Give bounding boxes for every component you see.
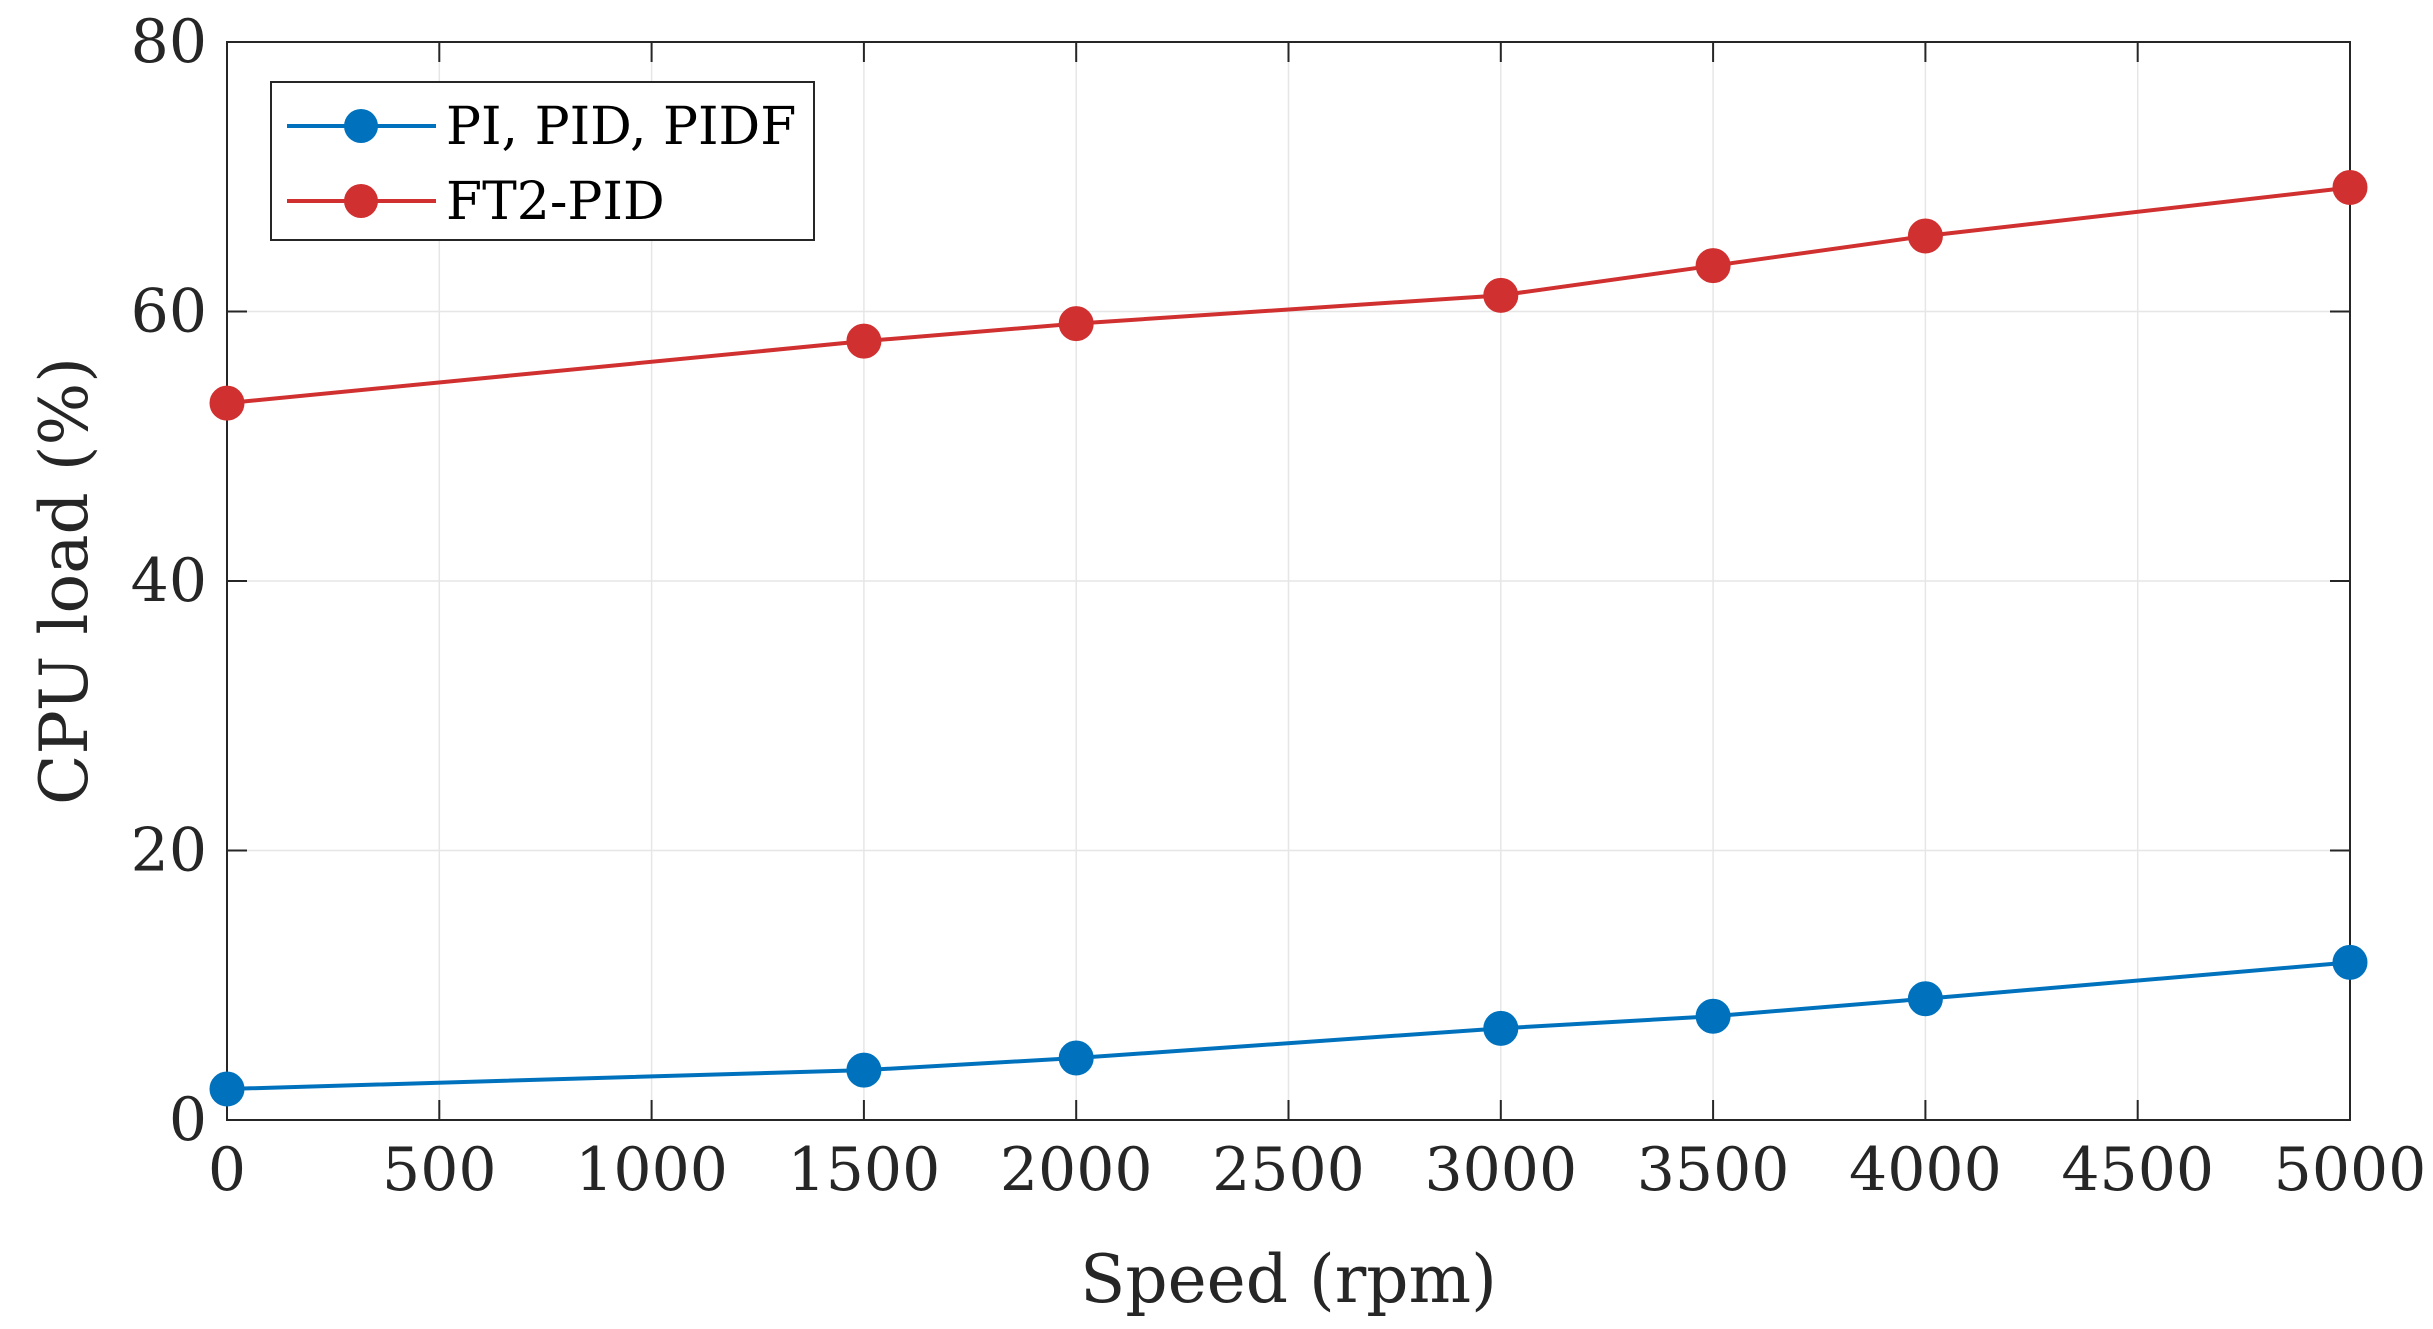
series-group — [209, 170, 2368, 1107]
x-tick-label: 5000 — [2274, 1135, 2427, 1205]
legend-marker — [344, 184, 378, 218]
data-point — [1483, 1010, 1519, 1046]
legend-label: PI, PID, PIDF — [446, 97, 796, 157]
axes: 0 500 1000 1500 2000 2500 3000 3500 4000 4500 5000… — [131, 7, 2427, 1205]
x-tick-label: 1500 — [788, 1135, 941, 1205]
data-point — [1695, 248, 1731, 284]
data-point — [1058, 306, 1094, 342]
series-0 — [209, 944, 2368, 1107]
data-point — [209, 1071, 245, 1107]
y-tick-label: 40 — [131, 546, 207, 616]
labels: Speed (rpm) CPU load (%) — [26, 357, 1497, 1318]
legend-label: FT2-PID — [446, 172, 665, 232]
x-tick-label: 2500 — [1212, 1135, 1365, 1205]
series-1 — [209, 170, 2368, 421]
y-tick-label: 80 — [131, 7, 207, 77]
y-axis-title: CPU load (%) — [26, 357, 103, 805]
data-point — [209, 385, 245, 421]
legend-entry-1: FT2-PID — [287, 172, 665, 232]
data-point — [1483, 277, 1519, 313]
data-point — [1695, 998, 1731, 1034]
y-tick-label: 60 — [131, 277, 207, 347]
x-tick-label: 0 — [208, 1135, 246, 1205]
data-point — [1058, 1040, 1094, 1076]
data-point — [2332, 944, 2368, 980]
x-tick-label: 4000 — [1849, 1135, 2002, 1205]
y-tick-label: 0 — [169, 1085, 207, 1155]
data-point — [846, 1052, 882, 1088]
x-tick-label: 500 — [382, 1135, 497, 1205]
x-tick-label: 1000 — [575, 1135, 728, 1205]
x-tick-label: 4500 — [2061, 1135, 2214, 1205]
x-tick-label: 3500 — [1637, 1135, 1790, 1205]
data-point — [1907, 218, 1943, 254]
x-axis-title: Speed (rpm) — [1080, 1241, 1497, 1318]
data-point — [2332, 170, 2368, 206]
x-tick-label: 2000 — [1000, 1135, 1153, 1205]
legend: PI, PID, PIDF FT2-PID — [270, 81, 815, 241]
legend-marker — [344, 109, 378, 143]
legend-entry-0: PI, PID, PIDF — [287, 97, 796, 157]
data-point — [1907, 981, 1943, 1017]
y-tick-label: 20 — [131, 816, 207, 886]
x-tick-label: 3000 — [1424, 1135, 1577, 1205]
data-point — [846, 323, 882, 359]
